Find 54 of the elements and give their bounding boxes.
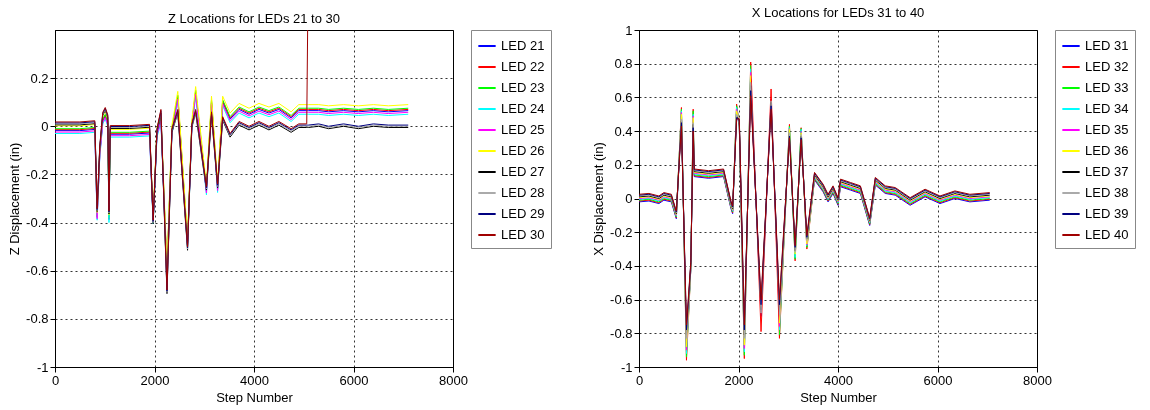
y-tick-label: -0.4	[610, 258, 633, 274]
legend-label: LED 33	[1085, 80, 1129, 95]
y-tick-label: 0	[625, 191, 633, 206]
y-tick-label: -0.2	[26, 166, 49, 182]
legend-label: LED 24	[501, 101, 545, 116]
x-tick-label: 6000	[339, 372, 369, 388]
legend-label: LED 36	[1085, 143, 1129, 158]
legend-label: LED 27	[501, 164, 545, 179]
x-tick-label: 2000	[724, 372, 754, 388]
y-tick-label: 0.4	[614, 123, 633, 139]
legend-label: LED 32	[1085, 59, 1129, 74]
y-tick-label: 0	[41, 118, 49, 134]
y-tick-label: 0.2	[30, 70, 49, 86]
x-tick-label: 8000	[439, 372, 468, 388]
x-axis-title: Step Number	[800, 389, 878, 405]
legend-label: LED 40	[1085, 227, 1129, 242]
x-tick-label: 2000	[140, 372, 170, 388]
y-tick-label: -0.6	[610, 292, 633, 308]
y-tick-label: -1	[620, 359, 633, 375]
y-tick-label: 0.6	[614, 89, 633, 105]
y-tick-label: 1	[625, 22, 633, 38]
y-tick-label: -0.8	[610, 325, 633, 341]
legend-label: LED 35	[1085, 122, 1129, 137]
y-tick-label: -0.4	[26, 215, 49, 231]
legend-label: LED 39	[1085, 206, 1129, 221]
y-axis-title: Z Displacement (in)	[7, 142, 23, 256]
legend-label: LED 31	[1085, 38, 1129, 53]
legend-label: LED 21	[501, 38, 545, 53]
legend-label: LED 29	[501, 206, 545, 221]
legend-label: LED 23	[501, 80, 545, 95]
x-tick-label: 0	[635, 372, 644, 388]
chart-title: X Locations for LEDs 31 to 40	[751, 5, 925, 20]
y-tick-label: -0.8	[26, 311, 49, 327]
chart-title: Z Locations for LEDs 21 to 30	[168, 10, 340, 26]
y-tick-label: -1	[36, 359, 49, 375]
legend-label: LED 28	[501, 185, 545, 200]
legend-label: LED 26	[501, 143, 545, 158]
legend-label: LED 30	[501, 227, 545, 242]
legend-label: LED 22	[501, 59, 545, 74]
x-tick-label: 4000	[240, 372, 269, 388]
legend-label: LED 38	[1085, 185, 1129, 200]
legend-label: LED 37	[1085, 164, 1129, 179]
y-tick-label: 0.8	[614, 56, 633, 72]
legend-label: LED 25	[501, 122, 545, 137]
legend-label: LED 34	[1085, 101, 1129, 116]
y-tick-label: -0.6	[26, 263, 49, 279]
x-tick-label: 6000	[923, 372, 953, 388]
x-tick-label: 4000	[824, 372, 853, 388]
y-axis-title: X Displacement (in)	[591, 142, 607, 256]
y-tick-label: 0.2	[614, 157, 633, 173]
x-tick-label: 8000	[1023, 372, 1052, 388]
y-tick-label: -0.2	[610, 224, 633, 240]
x-axis-title: Step Number	[216, 389, 294, 405]
x-tick-label: 0	[51, 372, 60, 388]
